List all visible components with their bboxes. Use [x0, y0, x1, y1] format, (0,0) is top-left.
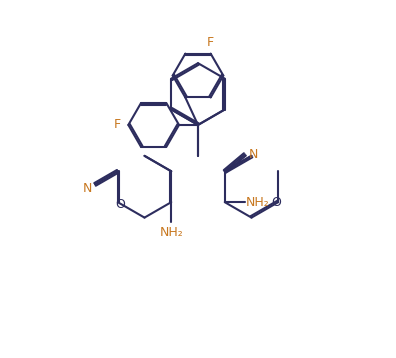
Text: NH₂: NH₂ — [246, 196, 270, 209]
Text: F: F — [207, 36, 214, 49]
Text: O: O — [115, 198, 125, 211]
Text: F: F — [114, 118, 121, 131]
Text: N: N — [249, 148, 258, 161]
Text: N: N — [83, 182, 92, 195]
Text: O: O — [271, 196, 281, 209]
Text: NH₂: NH₂ — [159, 226, 183, 239]
